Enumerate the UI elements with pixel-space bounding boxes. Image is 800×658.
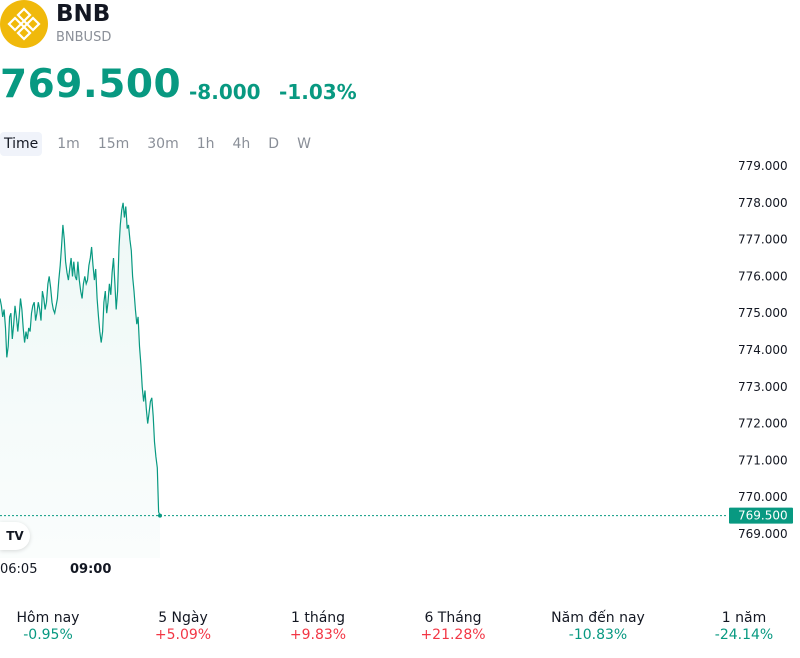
last-price-dot (158, 513, 162, 518)
perf-label: 6 Tháng (424, 610, 482, 626)
tab-15m[interactable]: 15m (97, 136, 130, 152)
perf-label: 5 Ngày (158, 610, 208, 626)
timeframe-tabs: Time 1m 15m 30m 1h 4h D W (0, 132, 320, 156)
price-area-fill (0, 202, 160, 558)
perf-value: -10.83% (568, 627, 628, 643)
price-change: -8.000 (189, 80, 261, 104)
current-price: 769.500 (0, 62, 182, 107)
tab-30m[interactable]: 30m (147, 136, 179, 152)
perf-today[interactable]: Hôm nay -0.95% (0, 610, 108, 643)
perf-ytd[interactable]: Năm đến nay -10.83% (538, 610, 658, 643)
y-tick-label: 775.000 (738, 306, 788, 320)
perf-6m[interactable]: 6 Tháng +21.28% (393, 610, 513, 643)
price-chart[interactable]: 779.000 778.000 777.000 776.000 775.000 774.0… (0, 158, 800, 558)
perf-value: +9.83% (289, 627, 347, 643)
tab-time[interactable]: Time (0, 132, 43, 156)
last-price-label: 769.500 (738, 509, 788, 523)
bnb-logo-icon (0, 0, 48, 48)
perf-label: Hôm nay (16, 610, 80, 626)
perf-5d[interactable]: 5 Ngày +5.09% (123, 610, 243, 643)
last-price-label-box (729, 507, 793, 524)
y-axis: 779.000 778.000 777.000 776.000 775.000 774.0… (738, 159, 788, 541)
perf-value: -24.14% (714, 627, 774, 643)
y-tick-label: 772.000 (738, 417, 788, 431)
perf-value: +21.28% (420, 627, 486, 643)
y-tick-label: 778.000 (738, 196, 788, 210)
price-change-percent: -1.03% (279, 80, 357, 104)
perf-label: 1 năm (721, 610, 767, 626)
perf-1y[interactable]: 1 năm -24.14% (684, 610, 800, 643)
perf-label: Năm đến nay (551, 610, 645, 626)
perf-label: 1 tháng (290, 610, 346, 626)
time-axis-label: 06:05 (0, 562, 38, 577)
y-tick-label: 776.000 (738, 269, 788, 283)
y-tick-label: 779.000 (738, 159, 788, 173)
symbol-name: BNB (56, 1, 111, 27)
tradingview-logo-icon[interactable]: TV (0, 522, 30, 550)
perf-1m[interactable]: 1 tháng +9.83% (258, 610, 378, 643)
y-tick-label: 770.000 (738, 490, 788, 504)
y-tick-label: 773.000 (738, 380, 788, 394)
perf-value: -0.95% (23, 627, 73, 643)
tab-1h[interactable]: 1h (196, 136, 215, 152)
tab-4h[interactable]: 4h (232, 136, 251, 152)
tab-d[interactable]: D (268, 136, 280, 152)
y-tick-label: 771.000 (738, 453, 788, 467)
price-line (0, 202, 161, 516)
tab-w[interactable]: W (297, 136, 311, 152)
tab-1m[interactable]: 1m (57, 136, 80, 152)
time-axis-label: 09:00 (70, 562, 112, 577)
symbol-ticker: BNBUSD (56, 30, 112, 45)
perf-value: +5.09% (154, 627, 212, 643)
y-tick-label: 769.000 (738, 527, 788, 541)
y-tick-label: 774.000 (738, 343, 788, 357)
y-tick-label: 777.000 (738, 233, 788, 247)
